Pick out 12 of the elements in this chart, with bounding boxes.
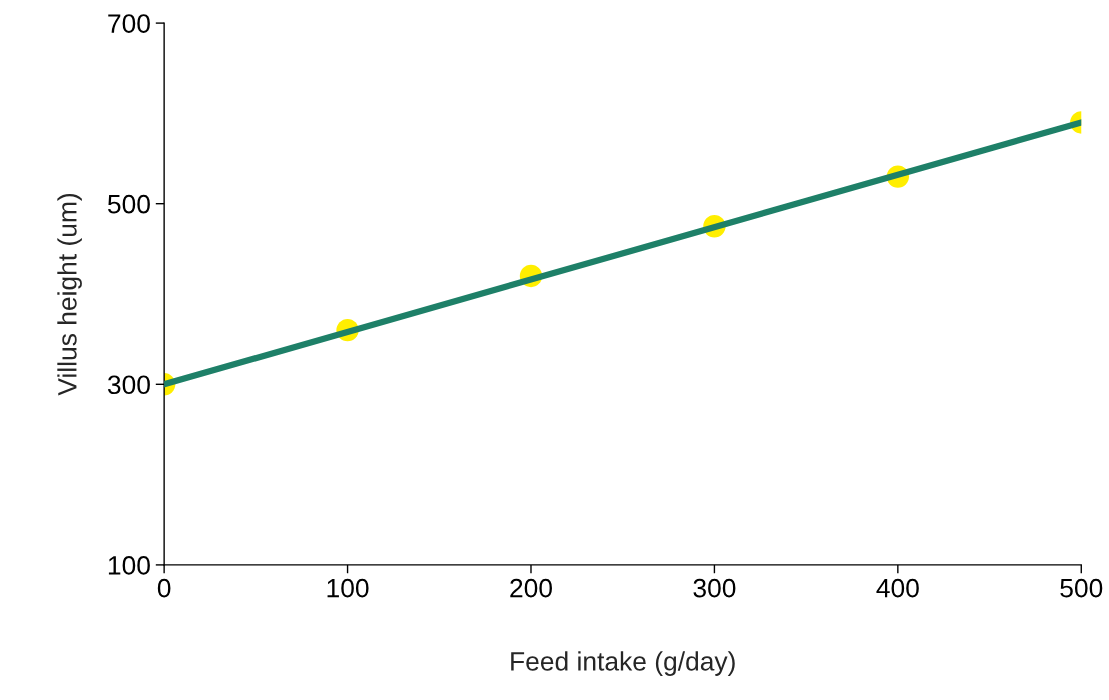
y-tick-label: 100 (108, 556, 150, 575)
y-tick-label: 500 (107, 194, 150, 214)
x-tick-label: 300 (693, 578, 736, 598)
x-axis-title: Feed intake (g/day) (511, 651, 735, 676)
x-tick-label: 200 (510, 578, 552, 598)
x-tick-label: 400 (876, 578, 919, 598)
y-tick-label: 700 (108, 14, 150, 33)
x-tick-label: 500 (1060, 578, 1103, 598)
x-tick-label: 100 (327, 578, 369, 598)
x-tick-label: 0 (157, 578, 171, 598)
y-axis-title: Villus height (um) (57, 193, 82, 396)
y-tick-label: 300 (107, 375, 150, 395)
